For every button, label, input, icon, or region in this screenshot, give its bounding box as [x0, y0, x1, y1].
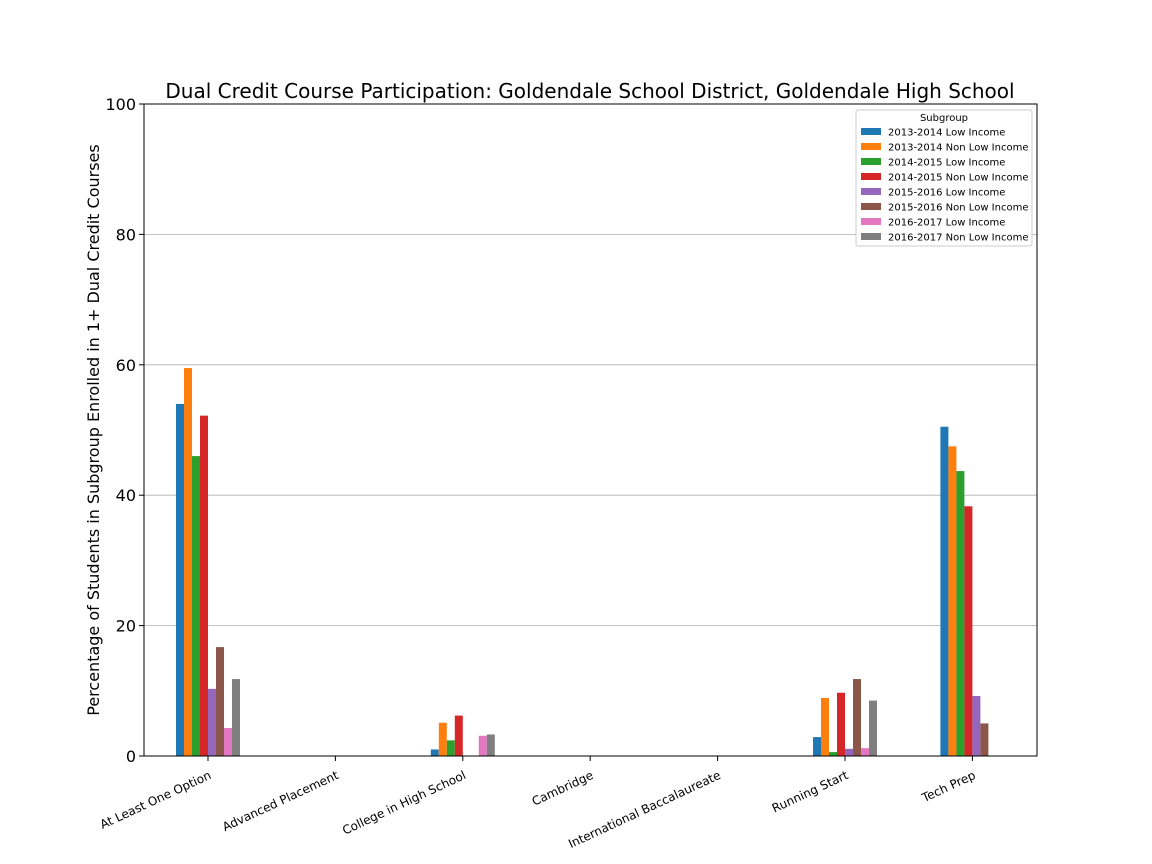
bar: [208, 688, 216, 756]
bar: [845, 748, 853, 756]
y-tick-label: 20: [116, 617, 136, 636]
legend-entry-label: 2015-2016 Low Income: [888, 188, 1005, 199]
bar: [446, 740, 455, 756]
x-tick-label: Running Start: [770, 768, 851, 816]
gridlines: [144, 233, 1037, 626]
x-tick-label: Tech Prep: [919, 768, 978, 805]
bar: [821, 697, 829, 756]
legend-entry-label: 2016-2017 Low Income: [888, 218, 1005, 229]
legend-entry-label: 2015-2016 Non Low Income: [888, 203, 1028, 214]
bar: [861, 748, 869, 756]
y-axis-label: Percentage of Students in Subgroup Enrol…: [84, 144, 103, 715]
bar: [869, 700, 877, 756]
y-tick-label: 40: [116, 486, 136, 505]
legend-title: Subgroup: [920, 113, 968, 124]
legend-box: [855, 109, 1033, 247]
bar: [837, 692, 845, 756]
bar: [454, 715, 463, 756]
legend-entry-label: 2013-2014 Low Income: [888, 128, 1005, 139]
bar: [430, 749, 439, 756]
bar: [964, 506, 973, 756]
legend-entry-label: 2016-2017 Non Low Income: [888, 233, 1028, 244]
bar: [478, 735, 487, 756]
bar: [853, 679, 861, 756]
bar: [829, 752, 837, 756]
bar: [813, 737, 821, 756]
y-tick-label: 80: [116, 225, 136, 244]
chart-title: Dual Credit Course Participation: Golden…: [165, 79, 1014, 103]
legend-entry-label: 2014-2015 Non Low Income: [888, 173, 1028, 184]
y-tick-label: 100: [105, 95, 136, 114]
legend-swatch: [861, 188, 881, 195]
legend: Subgroup 2013-2014 Low Income 2013-2014 N…: [855, 109, 1033, 247]
legend-entry-label: 2014-2015 Low Income: [888, 158, 1005, 169]
bar: [216, 647, 224, 756]
legend-swatch: [861, 203, 881, 210]
bar: [438, 722, 447, 756]
x-axis: At Least One Option Advanced Placement Col…: [98, 756, 978, 851]
legend-swatch: [861, 143, 881, 150]
legend-swatch: [861, 128, 881, 135]
bar: [224, 727, 232, 756]
bar: [232, 679, 240, 756]
x-tick-label: Cambridge: [530, 768, 596, 809]
x-tick-label: At Least One Option: [98, 768, 213, 832]
legend-swatch: [861, 218, 881, 225]
legend-swatch: [861, 158, 881, 165]
x-tick-label: Advanced Placement: [220, 768, 341, 834]
bar: [956, 471, 965, 756]
bar: [176, 403, 184, 756]
legend-swatch: [861, 233, 881, 240]
legend-swatch: [861, 173, 881, 180]
x-tick-label: College in High School: [340, 768, 468, 838]
y-tick-label: 60: [116, 356, 136, 375]
y-axis: 0 20 40 60 80 100: [105, 95, 144, 766]
legend-entry-label: 2013-2014 Non Low Income: [888, 143, 1028, 154]
bar: [184, 368, 192, 756]
y-tick-label: 0: [126, 747, 136, 766]
bar: [192, 456, 200, 756]
bar: [980, 723, 989, 756]
bar: [948, 446, 957, 756]
bar: [940, 426, 949, 756]
bars-group: [176, 368, 989, 756]
bar: [200, 415, 208, 756]
bar: [486, 734, 495, 756]
bar: [972, 696, 981, 756]
